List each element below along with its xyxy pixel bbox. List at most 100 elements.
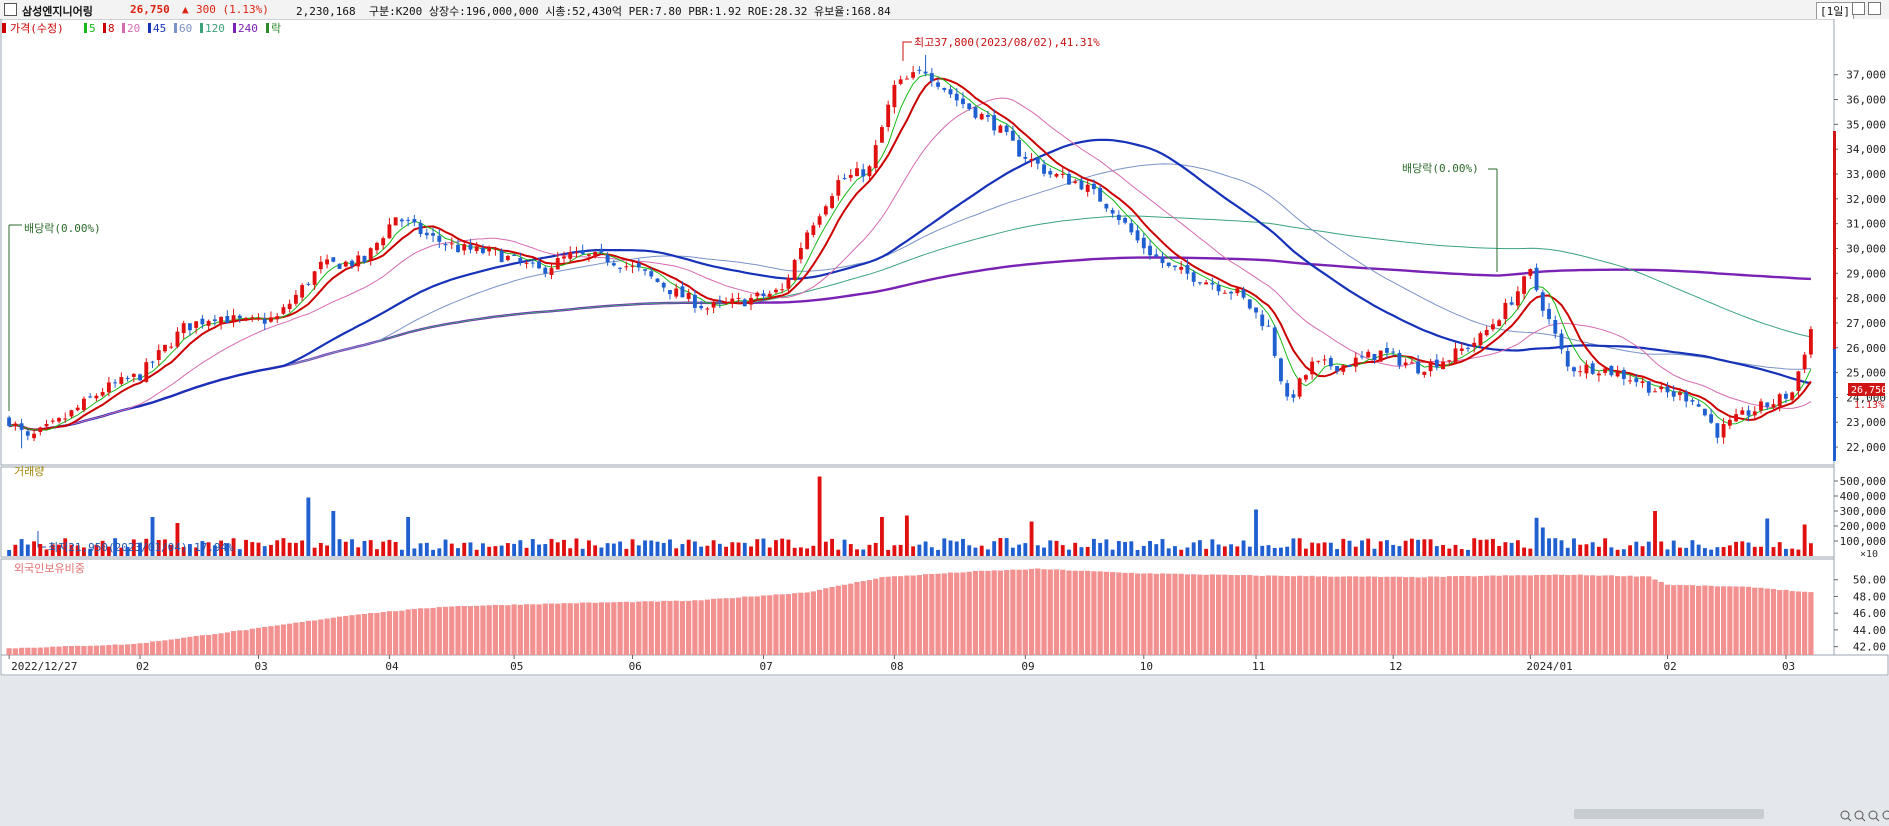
foreign-bar (1415, 577, 1421, 655)
candle (1148, 239, 1152, 260)
volume-bar (674, 548, 679, 556)
volume-bar (306, 497, 311, 556)
candle (1409, 356, 1414, 364)
volume-bar (1572, 538, 1576, 556)
foreign-bar (355, 614, 361, 655)
foreign-bar (87, 645, 93, 655)
legend-price-marker (2, 23, 6, 33)
candle (755, 291, 760, 300)
volume-bar (487, 546, 492, 556)
volume-bar (1266, 545, 1271, 556)
volume-bar (468, 542, 473, 556)
foreign-bar (972, 570, 979, 655)
candle (618, 267, 623, 273)
foreign-bar (1078, 570, 1085, 655)
volume-bar (568, 548, 573, 556)
foreign-bar (997, 570, 1004, 655)
volume-bar (163, 539, 167, 556)
candle (1129, 219, 1134, 236)
foreign-bar (1490, 575, 1496, 655)
volume-bar (331, 511, 336, 556)
candle (636, 258, 641, 272)
volume-bar (730, 542, 735, 556)
candle (212, 314, 217, 326)
foreign-bar (1209, 574, 1215, 655)
volume-bar (1709, 549, 1714, 556)
x-tick-label: 08 (890, 660, 903, 673)
volume-bar (605, 543, 610, 556)
foreign-bar (237, 630, 243, 655)
candle (63, 412, 68, 423)
foreign-bar (224, 632, 230, 655)
foreign-bar (1116, 572, 1122, 655)
candle (113, 379, 118, 388)
candle (1472, 337, 1477, 353)
volume-bar (1590, 542, 1595, 556)
foreign-bar (1808, 592, 1814, 655)
volume-bar (1054, 540, 1059, 556)
volume-bar (1690, 540, 1695, 556)
foreign-bar (517, 604, 523, 655)
candle (586, 253, 591, 262)
foreign-bar (1215, 574, 1222, 655)
candle (699, 300, 704, 311)
volume-bar (1191, 542, 1196, 556)
candle (898, 75, 903, 86)
zoom-in-icon[interactable] (1840, 810, 1852, 822)
volume-bar (724, 546, 729, 556)
select-checkbox[interactable] (4, 3, 17, 16)
candle (1784, 391, 1788, 404)
candle (1522, 275, 1527, 300)
candle (1596, 370, 1601, 382)
volume-bar (325, 545, 330, 556)
zoom-fit-icon[interactable] (1882, 810, 1889, 821)
foreign-bar (1178, 573, 1184, 655)
x-tick-label: 2022/12/27 (11, 660, 77, 673)
candle (362, 255, 367, 264)
candle (537, 257, 541, 269)
volume-bar (798, 547, 803, 556)
volume-bar (1385, 540, 1389, 556)
volume-bar (898, 544, 903, 556)
foreign-bar (686, 600, 692, 655)
volume-bar (1322, 542, 1327, 556)
foreign-bar (648, 601, 654, 655)
candle (94, 393, 99, 402)
foreign-bar (1459, 576, 1465, 655)
volume-bar (7, 549, 12, 556)
foreign-bar (1496, 575, 1502, 655)
volume-bar (219, 540, 224, 556)
volume-bar (437, 548, 442, 556)
volume-bar (911, 546, 916, 556)
foreign-bar (1228, 575, 1234, 655)
candle (917, 66, 922, 75)
foreign-bar (1047, 569, 1053, 655)
volume-bar (1166, 548, 1171, 556)
candle (163, 344, 167, 353)
volume-bar (1067, 549, 1071, 556)
foreign-bar (467, 606, 474, 655)
candle (1621, 367, 1626, 386)
foreign-bar (542, 603, 548, 655)
zoom-out-icon[interactable] (1854, 810, 1866, 822)
candle (256, 313, 261, 321)
volume-bar (742, 542, 747, 556)
candle (543, 266, 548, 278)
minimize-icon[interactable] (1852, 2, 1865, 15)
candle (1746, 405, 1751, 422)
candle (1091, 179, 1096, 195)
maximize-icon[interactable] (1868, 2, 1881, 15)
candle (1104, 203, 1109, 212)
foreign-bar (1222, 574, 1228, 655)
foreign-bar (1197, 574, 1203, 655)
zoom-reset-icon[interactable] (1868, 810, 1880, 822)
candle (175, 327, 180, 349)
period-selector[interactable]: [1일] (1816, 2, 1854, 20)
volume-bar (1771, 547, 1776, 556)
foreign-bar (1309, 575, 1315, 655)
candle (661, 281, 666, 292)
foreign-bar (75, 645, 81, 655)
volume-bar (562, 539, 566, 556)
candle (611, 260, 616, 267)
volume-bar (524, 547, 529, 556)
